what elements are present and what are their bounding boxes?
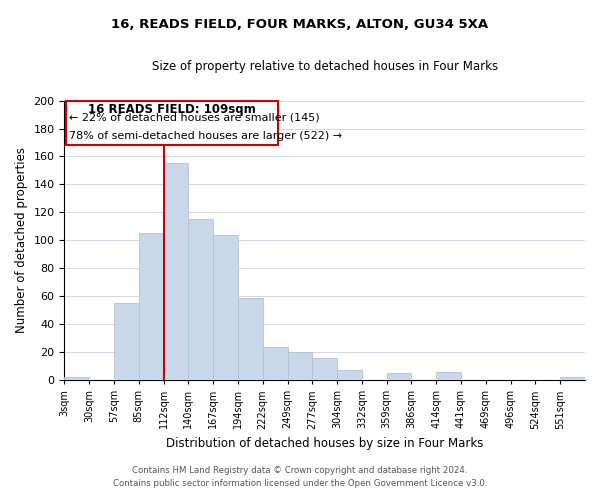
Bar [560, 378, 585, 380]
Bar [386, 373, 412, 380]
Text: 16, READS FIELD, FOUR MARKS, ALTON, GU34 5XA: 16, READS FIELD, FOUR MARKS, ALTON, GU34… [112, 18, 488, 30]
Bar [213, 235, 238, 380]
Bar [188, 220, 213, 380]
Bar [139, 234, 164, 380]
Bar [64, 378, 89, 380]
Text: 78% of semi-detached houses are larger (522) →: 78% of semi-detached houses are larger (… [70, 130, 343, 140]
Text: 16 READS FIELD: 109sqm: 16 READS FIELD: 109sqm [88, 104, 256, 117]
Bar [436, 372, 461, 380]
Bar [313, 358, 337, 380]
FancyBboxPatch shape [65, 100, 278, 146]
Text: ← 22% of detached houses are smaller (145): ← 22% of detached houses are smaller (14… [70, 112, 320, 122]
Bar [263, 346, 287, 380]
Bar [164, 164, 188, 380]
X-axis label: Distribution of detached houses by size in Four Marks: Distribution of detached houses by size … [166, 437, 484, 450]
Bar [238, 298, 263, 380]
Bar [287, 352, 313, 380]
Text: Contains HM Land Registry data © Crown copyright and database right 2024.
Contai: Contains HM Land Registry data © Crown c… [113, 466, 487, 487]
Bar [114, 304, 139, 380]
Bar [337, 370, 362, 380]
Title: Size of property relative to detached houses in Four Marks: Size of property relative to detached ho… [152, 60, 498, 73]
Y-axis label: Number of detached properties: Number of detached properties [15, 148, 28, 334]
